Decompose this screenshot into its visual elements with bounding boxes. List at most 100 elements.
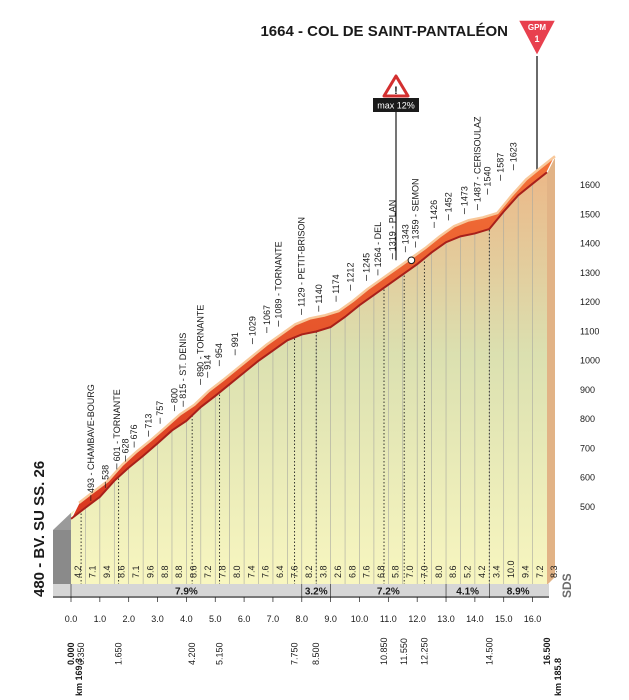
y-tick-label: 600 <box>580 473 595 483</box>
x-tick-label: 11.0 <box>380 614 397 624</box>
segment-gradient-label: 7.1 <box>131 565 141 578</box>
x-tick-label: 15.0 <box>495 614 513 624</box>
spot-height-label: 1426 <box>429 200 439 220</box>
spot-height-label: 628 <box>120 438 130 453</box>
x-tick-label: 8.0 <box>296 614 309 624</box>
spot-height-label: 954 <box>214 343 224 358</box>
y-tick-label: 800 <box>580 414 595 424</box>
start-label: 480 - BV. SU SS. 26 <box>31 461 48 597</box>
y-tick-label: 1200 <box>580 297 600 307</box>
segment-gradient-label: 8.2 <box>304 565 314 578</box>
point-distance-label: 16.500 <box>542 637 552 665</box>
x-tick-label: 7.0 <box>267 614 280 624</box>
spot-height-label: 1540 <box>483 167 493 187</box>
point-distance-label: 1.650 <box>114 642 124 665</box>
point-distance-label: 0.350 <box>76 642 86 665</box>
point-distance-label: 10.850 <box>379 637 389 665</box>
km-start-label: km 169.3 <box>74 658 84 696</box>
segment-gradient-label: 9.6 <box>145 565 155 578</box>
spot-height-label: 1473 <box>459 186 469 206</box>
profile-area <box>71 166 547 586</box>
segment-gradient-label: 2.6 <box>333 565 343 578</box>
segment-gradient-label: 8.0 <box>232 565 242 578</box>
segment-gradient-label: 8.8 <box>174 565 184 578</box>
segment-gradient-label: 3.8 <box>318 565 328 578</box>
segment-gradient-label: 6.8 <box>347 565 357 578</box>
gpm-label: GPM <box>528 23 547 32</box>
max-label: max 12% <box>377 101 415 111</box>
y-tick-label: 1100 <box>580 326 599 336</box>
profile-side-face <box>547 158 555 586</box>
max-label-box <box>373 98 419 112</box>
spot-height-label: 1264 - DEL <box>373 222 383 268</box>
spot-height-label: 800 <box>170 388 180 403</box>
segment-gradient-label: 10.0 <box>506 560 516 578</box>
x-tick-label: 13.0 <box>437 614 455 624</box>
x-tick-label: 2.0 <box>122 614 135 624</box>
sector-average-label: 7.2% <box>377 587 400 598</box>
x-tick-label: 10.0 <box>351 614 369 624</box>
x-tick-label: 9.0 <box>324 614 337 624</box>
brand-logo: SDS <box>560 573 574 598</box>
spot-height-label: 1452 <box>444 192 454 212</box>
y-tick-label: 1300 <box>580 268 600 278</box>
y-tick-label: 500 <box>580 502 595 512</box>
spot-height-label: 676 <box>129 424 139 439</box>
start-block <box>53 530 71 597</box>
spot-height-label: 538 <box>100 465 110 480</box>
segment-gradient-label: 7.4 <box>246 565 256 578</box>
segment-gradient-label: 8.8 <box>160 565 170 578</box>
x-tick-label: 14.0 <box>466 614 484 624</box>
segment-gradient-label: 4.2 <box>477 565 487 578</box>
y-tick-label: 900 <box>580 385 595 395</box>
segment-gradient-label: 8.6 <box>448 565 458 578</box>
sector-average-label: 8.9% <box>507 587 530 598</box>
spot-height-label: 890 - TORNANTE <box>195 305 205 377</box>
segment-gradient-label: 7.8 <box>217 565 227 578</box>
point-distance-label: 4.200 <box>187 642 197 665</box>
sector-average-label: 7.9% <box>175 587 198 598</box>
segment-gradient-label: 8.6 <box>189 565 199 578</box>
point-distance-label: 11.550 <box>399 638 409 665</box>
spot-height-label: 914 <box>203 355 213 370</box>
x-tick-label: 4.0 <box>180 614 193 624</box>
road-top-edge <box>78 155 556 504</box>
max-gradient-marker: ! max 12% <box>373 74 419 261</box>
km-end-label: km 185.8 <box>553 658 563 696</box>
y-tick-label: 1500 <box>580 209 600 219</box>
gpm-triangle-icon <box>516 19 558 58</box>
y-tick-label: 1600 <box>580 180 600 190</box>
x-tick-label: 6.0 <box>238 614 251 624</box>
spot-height-label: 1319 - PLAN <box>387 200 397 252</box>
spot-height-label: 1029 <box>247 316 257 336</box>
segment-gradient-label: 7.1 <box>88 565 98 578</box>
spot-height-label: 1587 <box>496 153 506 173</box>
spot-height-label: 1089 - TORNANTE <box>273 241 283 318</box>
spot-height-label: 601 - TORNANTE <box>112 389 122 461</box>
spot-height-label: 757 <box>155 401 165 416</box>
sector-average-label: 3.2% <box>305 587 328 598</box>
spot-height-label: 1212 <box>346 263 356 283</box>
segment-gradient-label: 9.4 <box>520 565 530 578</box>
spot-height-label: 713 <box>144 414 154 429</box>
gpm-badge: GPM 1 <box>516 19 558 58</box>
segment-gradient-label: 4.2 <box>73 565 83 578</box>
point-distance-label: 8.500 <box>311 642 321 665</box>
y-tick-label: 1400 <box>580 239 600 249</box>
x-tick-label: 1.0 <box>94 614 107 624</box>
spot-height-label: 991 <box>230 332 240 347</box>
point-distance-label: 5.150 <box>215 642 225 665</box>
segment-gradient-label: 8.0 <box>434 565 444 578</box>
y-tick-label: 1000 <box>580 356 600 366</box>
gpm-category: 1 <box>534 34 539 44</box>
segment-gradient-label: 3.4 <box>492 565 502 578</box>
segment-gradient-label: 8.6 <box>116 565 126 578</box>
x-tick-label: 3.0 <box>151 614 164 624</box>
segment-gradient-label: 5.2 <box>463 565 473 578</box>
sector-band <box>53 584 549 598</box>
segment-gradient-label: 7.2 <box>203 565 213 578</box>
spot-height-label: 815 - ST. DENIS <box>178 333 188 399</box>
y-tick-label: 700 <box>580 443 595 453</box>
point-distance-label: 0.000 <box>66 642 76 665</box>
